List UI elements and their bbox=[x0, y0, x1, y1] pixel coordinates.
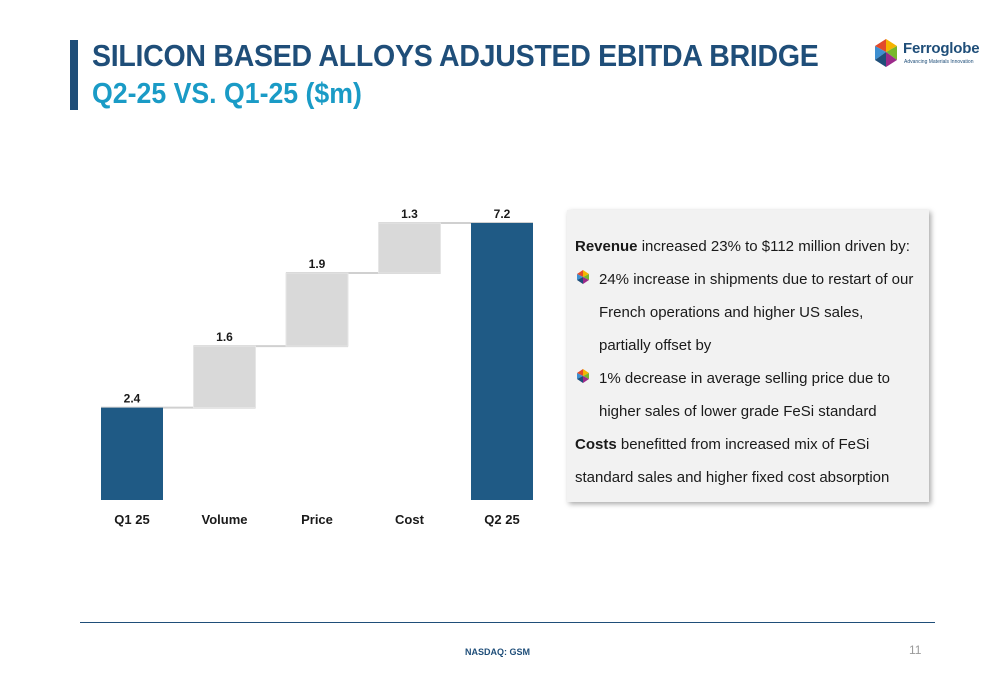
x-tick-label: Price bbox=[301, 512, 333, 527]
bullet-price-text: 1% decrease in average selling price due… bbox=[599, 370, 891, 420]
bar-q1-25 bbox=[101, 407, 163, 500]
x-tick-label: Q1 25 bbox=[114, 512, 149, 527]
commentary-box: Revenue increased 23% to $112 million dr… bbox=[567, 210, 929, 502]
page-title: SILICON BASED ALLOYS ADJUSTED EBITDA BRI… bbox=[92, 38, 819, 73]
x-tick-label: Q2 25 bbox=[484, 512, 519, 527]
ebitda-bridge-chart: 2.4 Q1 25 1.6 Volume 1.9 Price 1.3 Cost 7.2 Q2 25 bbox=[101, 207, 533, 527]
globe-bullet-icon bbox=[577, 369, 589, 383]
footer-ticker: NASDAQ: GSM bbox=[465, 647, 530, 657]
logo-name: Ferroglobe bbox=[903, 40, 980, 57]
globe-bullet-icon bbox=[577, 270, 589, 284]
page-number: 11 bbox=[909, 643, 922, 657]
data-label: 7.2 bbox=[494, 207, 511, 221]
logo-tagline: Advancing Materials Innovation bbox=[904, 59, 974, 65]
revenue-label: Revenue bbox=[575, 238, 638, 255]
costs-label: Costs bbox=[575, 436, 617, 453]
costs-text: benefitted from increased mix of FeSi st… bbox=[575, 436, 890, 486]
x-tick-label: Cost bbox=[395, 512, 425, 527]
data-label: 1.6 bbox=[216, 330, 233, 344]
bar-volume bbox=[193, 345, 256, 409]
revenue-text: increased 23% to $112 million driven by: bbox=[637, 238, 910, 255]
data-label: 1.3 bbox=[401, 207, 418, 221]
bullet-shipments: 24% increase in shipments due to restart… bbox=[575, 263, 919, 362]
page-subtitle: Q2-25 VS. Q1-25 ($m) bbox=[92, 78, 362, 110]
globe-logo-icon bbox=[875, 39, 897, 67]
x-tick-label: Volume bbox=[202, 512, 248, 527]
bar-cost bbox=[378, 222, 441, 274]
data-label: 2.4 bbox=[124, 392, 141, 406]
costs-paragraph: Costs benefitted from increased mix of F… bbox=[575, 428, 919, 494]
data-label: 1.9 bbox=[309, 257, 326, 271]
footer-divider bbox=[80, 622, 935, 623]
bullet-price: 1% decrease in average selling price due… bbox=[575, 362, 919, 428]
bar-price bbox=[285, 272, 349, 347]
bar-q2-25 bbox=[471, 223, 533, 500]
revenue-paragraph: Revenue increased 23% to $112 million dr… bbox=[575, 230, 919, 263]
bullet-shipments-text: 24% increase in shipments due to restart… bbox=[599, 271, 914, 354]
title-accent-bar bbox=[70, 40, 78, 110]
ferroglobe-logo: Ferroglobe Advancing Materials Innovatio… bbox=[873, 38, 980, 72]
